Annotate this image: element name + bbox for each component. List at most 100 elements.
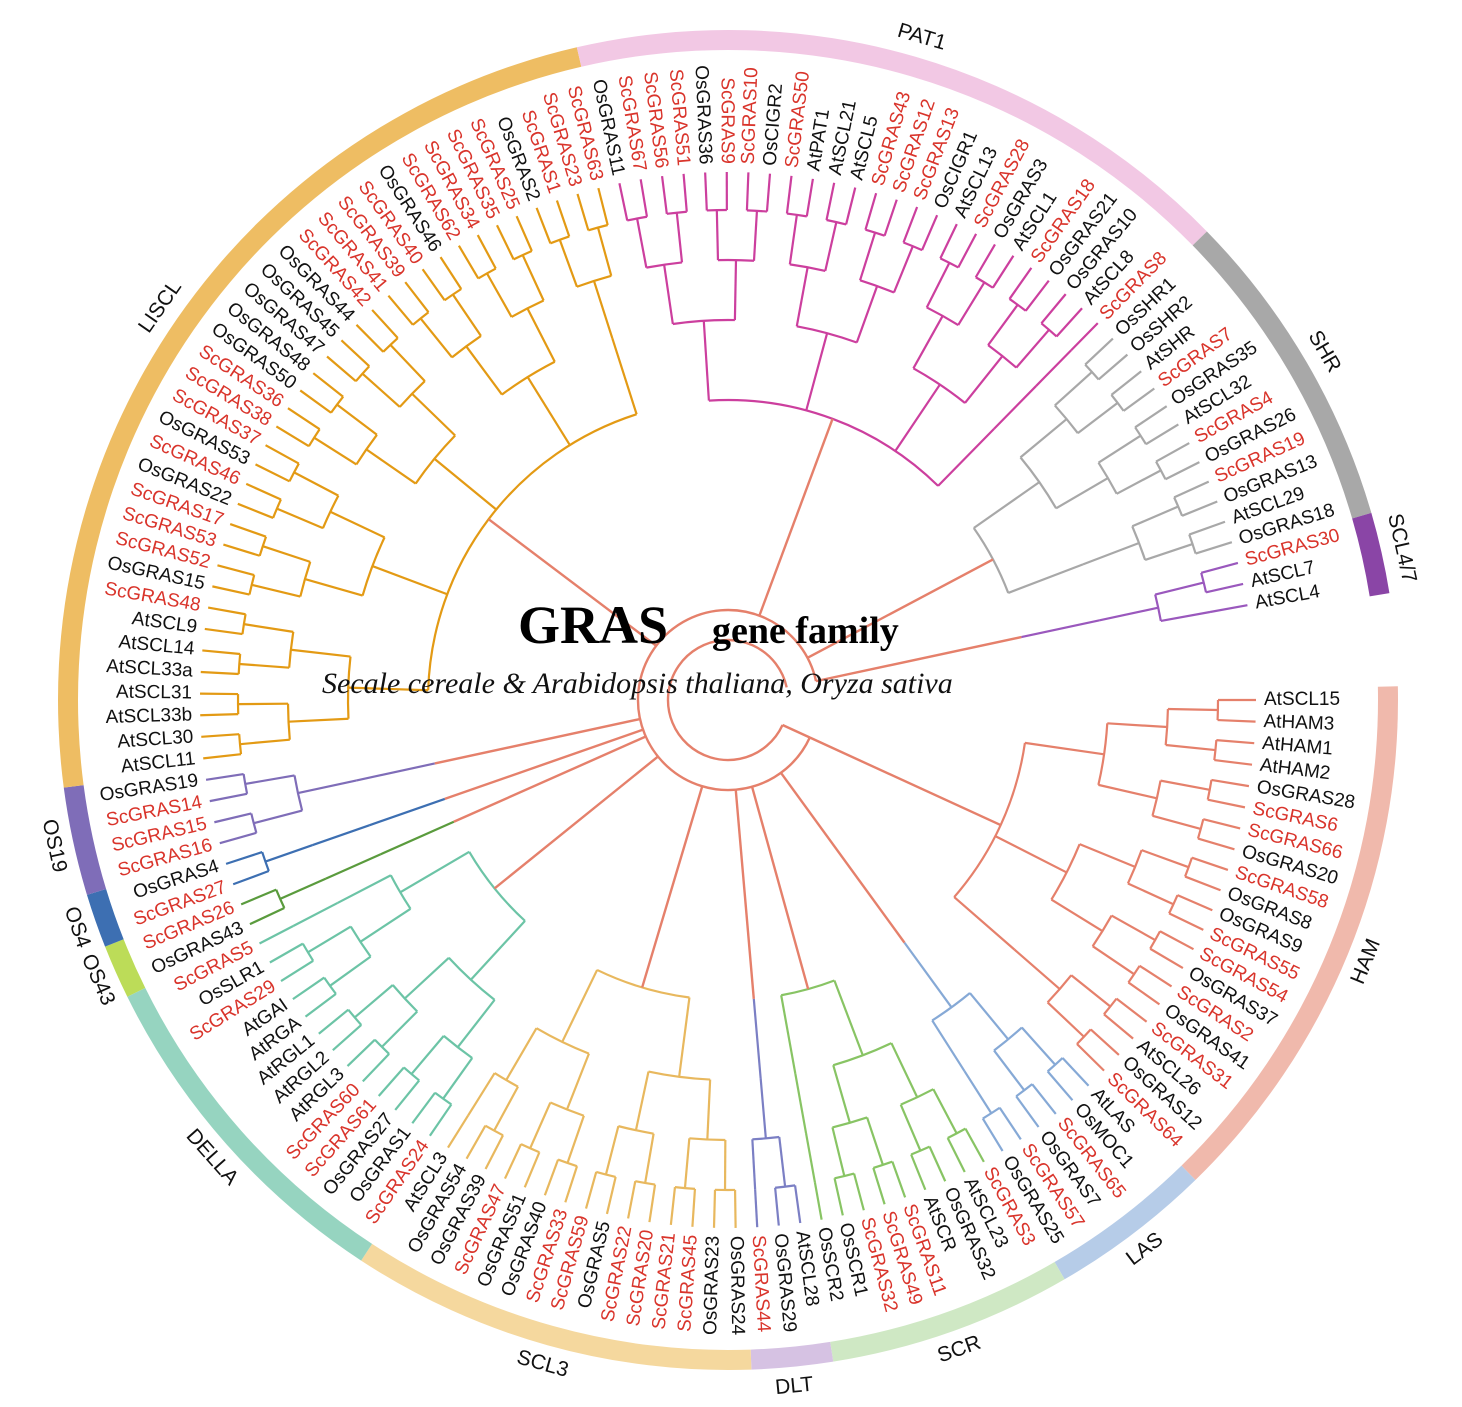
tree-branch	[1040, 293, 1067, 325]
tree-branch	[648, 1184, 657, 1223]
tree-branch	[1167, 707, 1218, 712]
tree-branch	[785, 175, 793, 214]
tree-branch	[329, 510, 386, 539]
tree-branch	[1209, 604, 1248, 614]
tree-branch	[494, 1072, 519, 1088]
tree-branch	[793, 1185, 802, 1224]
tree-branch	[1149, 930, 1161, 950]
tree-branch	[845, 187, 857, 225]
tree-branch	[1079, 843, 1136, 868]
tree-branch	[1216, 738, 1255, 745]
tree-branch	[864, 192, 878, 230]
backbone-branch	[758, 418, 834, 617]
tree-branch	[377, 1066, 405, 1097]
tree-branch	[312, 372, 344, 398]
tree-branch	[1092, 945, 1135, 976]
tree-branch	[419, 317, 453, 359]
tree-branch	[946, 1137, 966, 1173]
tree-branch	[361, 536, 386, 596]
tree-branch	[859, 232, 877, 281]
tree-branch	[634, 1071, 650, 1131]
tree-branch	[813, 1182, 823, 1220]
tree-branch	[484, 1134, 504, 1170]
tree-branch	[778, 1136, 787, 1187]
tree-branch	[1154, 581, 1204, 596]
tree-branch	[365, 448, 417, 485]
tree-branch	[253, 809, 303, 825]
tree-branch	[611, 337, 638, 415]
tree-branch	[663, 264, 674, 325]
tree-branch	[1131, 505, 1179, 528]
tree-branch	[1151, 780, 1162, 817]
tree-branch	[1107, 722, 1168, 729]
tree-branch	[476, 234, 497, 270]
tree-branch	[1055, 307, 1083, 338]
tree-branch	[1031, 1083, 1057, 1115]
tree-branch	[439, 256, 463, 290]
tree-branch	[1076, 1043, 1105, 1072]
tree-branch	[786, 212, 807, 218]
tree-branch	[648, 1070, 711, 1081]
tree-branch	[1046, 1070, 1074, 1101]
tree-branch	[618, 183, 629, 221]
tree-branch	[323, 976, 337, 995]
tree-branch	[359, 907, 412, 943]
tree-branch	[381, 1010, 419, 1048]
tree-branch	[219, 831, 257, 845]
tree-branch	[1160, 610, 1211, 623]
tree-branch	[262, 545, 311, 563]
tree-branch	[969, 992, 1009, 1040]
tree-branch	[833, 980, 864, 1056]
tree-branch	[1110, 370, 1142, 396]
tree-branch	[535, 207, 552, 244]
tree-branch	[250, 813, 258, 834]
tree-branch	[372, 565, 448, 596]
tree-branch	[964, 1128, 985, 1163]
ring-segment-scl4-7	[1352, 512, 1390, 597]
tree-branch	[752, 1135, 780, 1141]
tree-branch	[242, 773, 249, 795]
tree-branch	[733, 260, 738, 321]
tree-branch	[313, 436, 357, 466]
tree-branch	[555, 200, 571, 237]
tree-branch	[805, 332, 829, 411]
tree-branch	[644, 1133, 655, 1184]
tree-branch	[998, 1107, 1022, 1140]
tree-branch	[994, 835, 1068, 874]
tree-branch	[451, 335, 482, 359]
tree-branch	[1164, 461, 1200, 481]
tree-branch	[852, 1173, 865, 1211]
tree-branch	[297, 779, 357, 795]
leaf-label: AtSCL33a	[106, 656, 194, 682]
tree-branch	[987, 304, 1019, 346]
tree-branch	[387, 294, 414, 326]
tree-branch	[1154, 594, 1162, 622]
leaf-label: OsGRAS24	[726, 1236, 748, 1336]
tree-branch	[394, 1079, 421, 1111]
subfamily-label: SCL4/7	[1383, 511, 1421, 584]
backbone-branch	[809, 736, 1002, 827]
tree-branch	[412, 311, 430, 326]
tree-branch	[745, 172, 750, 211]
tree-branch	[204, 627, 243, 636]
tree-branch	[604, 1125, 620, 1175]
tree-branch	[304, 578, 363, 597]
tree-branch	[1195, 541, 1233, 555]
ring-segment-dlt	[750, 1341, 834, 1370]
tree-branch	[212, 585, 250, 596]
tree-branch	[526, 307, 556, 363]
tree-branch	[287, 407, 321, 431]
tree-branch	[200, 670, 239, 676]
tree-branch	[299, 389, 332, 414]
tree-branch	[465, 345, 503, 396]
tree-branch	[733, 1189, 737, 1228]
tree-branch	[751, 1139, 757, 1190]
tree-branch	[421, 268, 446, 301]
tree-branch	[926, 306, 959, 326]
tree-branch	[286, 703, 291, 740]
tree-branch	[715, 210, 720, 261]
tree-branch	[824, 221, 838, 272]
tree-branch	[312, 824, 370, 847]
